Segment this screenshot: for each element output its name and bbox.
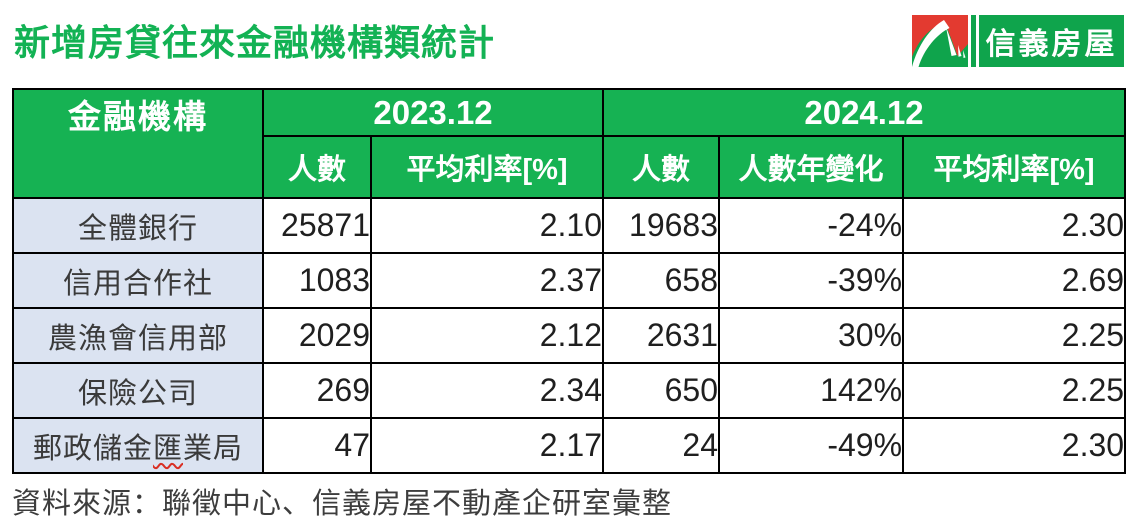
cell-institution: 農漁會信用部 [12,307,264,364]
cell-count-2024: 650 [602,362,721,419]
cell-rate-2024: 2.30 [902,417,1127,474]
cell-institution: 全體銀行 [12,197,264,254]
logo-divider-bar [971,15,976,67]
cell-rate-2023: 2.10 [369,197,605,254]
logo-brand-text: 信義房屋 [979,15,1124,67]
cell-rate-2023: 2.17 [369,417,605,474]
table-row: 全體銀行 25871 2.10 19683 -24% 2.30 [12,197,1127,254]
cell-count-2024: 24 [602,417,721,474]
source-note: 資料來源：聯徵中心、信義房屋不動產企研室彙整 [12,488,673,520]
header-sub-row: 人數 平均利率[%] 人數 人數年變化 平均利率[%] [13,135,1127,199]
cell-rate-2023: 2.37 [369,252,605,309]
cell-count-2023: 2029 [262,307,372,364]
table-row: 郵政儲金匯業局 47 2.17 24 -49% 2.30 [12,417,1127,474]
header-yoy-change-2024: 人數年變化 [718,135,905,199]
cell-institution: 信用合作社 [12,252,264,309]
cell-rate-2024: 2.30 [902,197,1127,254]
header-group-row: 金融機構 2023.12 2024.12 [12,88,1127,199]
cell-yoy-change: -49% [718,417,905,474]
cell-yoy-change: 30% [718,307,905,364]
sinyi-roof-icon [912,15,968,67]
header-rate-2024: 平均利率[%] [902,135,1127,199]
cell-count-2024: 658 [602,252,721,309]
cell-rate-2024: 2.25 [902,362,1127,419]
sinyi-logo: 信義房屋 [912,15,1124,67]
cell-yoy-change: -39% [718,252,905,309]
cell-rate-2024: 2.69 [902,252,1127,309]
page-title: 新增房貸往來金融機構類統計 [14,22,496,63]
cell-yoy-change: -24% [718,197,905,254]
cell-institution: 保險公司 [12,362,264,419]
cell-count-2023: 269 [262,362,372,419]
cell-institution: 郵政儲金匯業局 [12,417,264,474]
spellcheck-underline: 匯 [152,432,183,465]
header-count-2023: 人數 [262,135,372,199]
header-institution: 金融機構 [12,88,264,199]
cell-count-2024: 2631 [602,307,721,364]
cell-count-2023: 1083 [262,252,372,309]
table-body: 全體銀行 25871 2.10 19683 -24% 2.30 信用合作社 1083 2.37 6… [12,197,1127,474]
cell-count-2023: 47 [262,417,372,474]
table-row: 農漁會信用部 2029 2.12 2631 30% 2.25 [12,307,1127,364]
cell-count-2023: 25871 [262,197,372,254]
cell-count-2024: 19683 [602,197,721,254]
header-period-2023: 2023.12 [261,88,605,137]
cell-yoy-change: 142% [718,362,905,419]
table-row: 保險公司 269 2.34 650 142% 2.25 [12,362,1127,419]
table-header: 金融機構 2023.12 2024.12 人數 平均利率[%] 人數 人數年變化… [12,88,1127,199]
cell-rate-2023: 2.12 [369,307,605,364]
header-period-2024: 2024.12 [602,88,1127,137]
table-row: 信用合作社 1083 2.37 658 -39% 2.69 [12,252,1127,309]
header-count-2024: 人數 [602,135,721,199]
data-table: 金融機構 2023.12 2024.12 人數 平均利率[%] 人數 人數年變化… [12,88,1127,474]
cell-rate-2024: 2.25 [902,307,1127,364]
header-rate-2023: 平均利率[%] [369,135,605,199]
cell-rate-2023: 2.34 [369,362,605,419]
